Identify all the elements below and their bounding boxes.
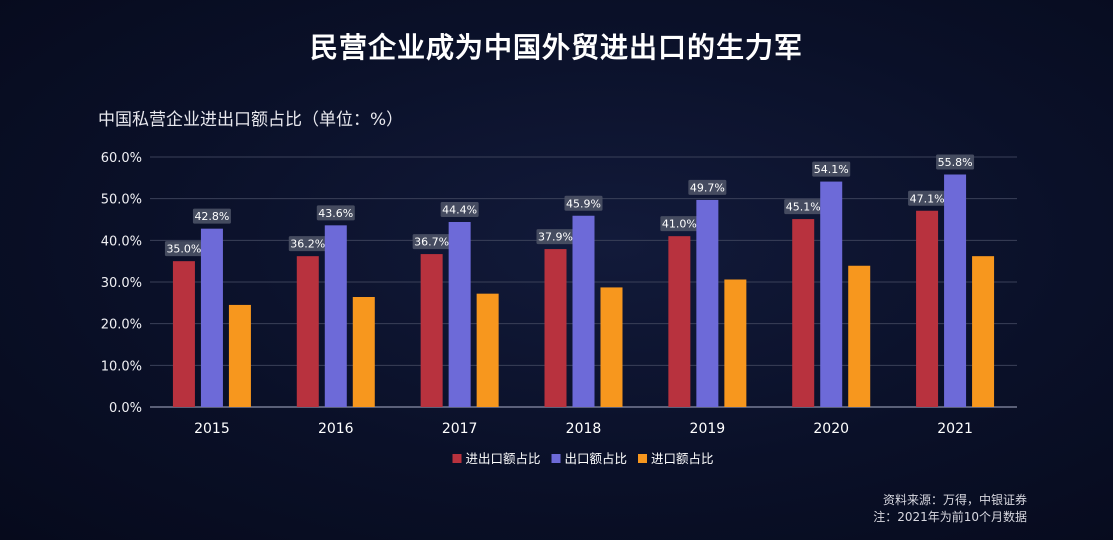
data-label: 47.1% xyxy=(910,192,945,205)
data-label: 49.7% xyxy=(690,181,725,194)
bar xyxy=(724,279,747,407)
y-tick-label: 20.0% xyxy=(101,318,142,333)
source-line: 资料来源：万得，中银证券 xyxy=(882,493,1027,507)
data-label-box xyxy=(812,161,851,177)
x-tick-label: 2017 xyxy=(442,421,478,437)
y-tick-label: 40.0% xyxy=(101,234,142,249)
data-label-box xyxy=(688,179,727,195)
data-label-box xyxy=(316,205,355,221)
bar xyxy=(228,304,251,407)
source-note: 资料来源：万得，中银证券 注：2021年为前10个月数据 xyxy=(873,492,1027,526)
data-label: 43.6% xyxy=(318,207,353,220)
data-label: 45.9% xyxy=(566,197,601,210)
data-label: 55.8% xyxy=(938,156,973,169)
data-label: 36.7% xyxy=(414,236,449,249)
data-label: 37.9% xyxy=(538,231,573,244)
data-label: 36.2% xyxy=(290,238,325,251)
bar xyxy=(944,174,967,407)
bar xyxy=(820,181,843,407)
note-line: 注：2021年为前10个月数据 xyxy=(873,510,1027,524)
x-tick-label: 2015 xyxy=(194,421,230,437)
x-tick-label: 2021 xyxy=(937,421,973,437)
y-tick-label: 0.0% xyxy=(109,401,142,416)
data-label-box xyxy=(660,216,699,232)
data-label: 45.1% xyxy=(786,201,821,214)
bar xyxy=(696,199,719,407)
data-label: 35.0% xyxy=(166,243,201,256)
x-tick-label: 2016 xyxy=(318,421,354,437)
bar xyxy=(972,256,995,407)
y-tick-label: 10.0% xyxy=(101,359,142,374)
data-label-box xyxy=(536,229,575,245)
bar xyxy=(916,210,939,407)
legend-swatch xyxy=(452,454,462,463)
data-label: 41.0% xyxy=(662,218,697,231)
data-label-box xyxy=(908,190,947,206)
bar xyxy=(848,265,871,407)
data-label-box xyxy=(440,202,479,217)
data-label-box xyxy=(288,236,327,252)
data-label: 44.4% xyxy=(442,204,477,217)
chart-title: 中国私营企业进出口额占比（单位：%） xyxy=(98,110,404,130)
bar xyxy=(200,228,223,407)
bar xyxy=(296,256,319,407)
bar xyxy=(324,225,347,407)
data-label-box xyxy=(164,241,203,257)
page-title: 民营企业成为中国外贸进出口的生力军 xyxy=(309,31,803,64)
data-label-box xyxy=(784,199,823,215)
legend-label: 进口额占比 xyxy=(651,451,714,466)
bar xyxy=(448,222,471,407)
legend-swatch xyxy=(551,454,561,463)
y-tick-label: 30.0% xyxy=(101,276,142,291)
bar xyxy=(420,254,443,407)
legend-label: 出口额占比 xyxy=(565,451,628,466)
x-tick-label: 2019 xyxy=(690,421,726,437)
bar xyxy=(668,236,691,407)
data-label-box xyxy=(412,234,451,250)
y-tick-label: 50.0% xyxy=(101,193,142,208)
legend-swatch xyxy=(638,454,647,463)
bar xyxy=(352,297,375,407)
bar xyxy=(172,261,195,407)
data-label-box xyxy=(192,208,231,224)
x-tick-label: 2018 xyxy=(566,421,602,437)
y-tick-label: 60.0% xyxy=(101,151,142,166)
data-label: 42.8% xyxy=(194,210,229,223)
data-label: 54.1% xyxy=(814,163,849,176)
data-label-box xyxy=(564,195,603,211)
bar xyxy=(476,293,499,407)
bar xyxy=(600,287,623,407)
data-label-box xyxy=(936,154,975,170)
bar xyxy=(792,219,815,407)
bar xyxy=(572,215,595,407)
legend-label: 进出口额占比 xyxy=(466,451,541,466)
x-tick-label: 2020 xyxy=(813,421,849,437)
bar xyxy=(544,249,567,407)
